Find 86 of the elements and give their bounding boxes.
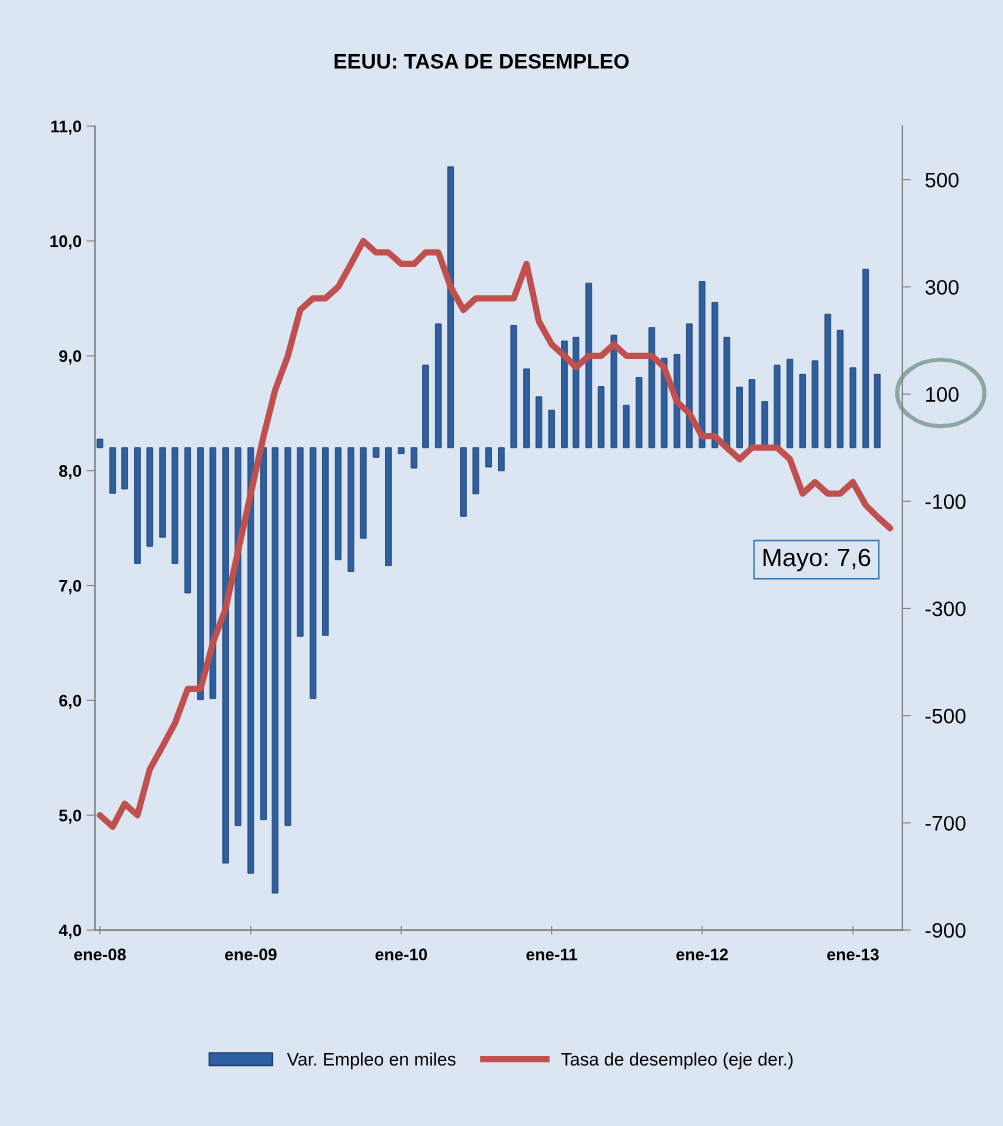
bar bbox=[748, 379, 756, 449]
annotation: Mayo: 7,6 bbox=[763, 548, 871, 572]
bar bbox=[561, 340, 568, 449]
x-tick-label: ene-10 bbox=[375, 948, 427, 961]
bar bbox=[862, 268, 870, 449]
x-tick-label: ene-13 bbox=[827, 948, 879, 961]
bar bbox=[873, 373, 881, 449]
bar bbox=[284, 447, 292, 826]
bar bbox=[359, 447, 367, 539]
bar bbox=[736, 386, 743, 449]
bar bbox=[447, 166, 454, 449]
bar bbox=[209, 447, 217, 699]
bar bbox=[799, 373, 806, 449]
x-tick-label: ene-08 bbox=[74, 948, 126, 961]
y-tick-label: 5,0 bbox=[59, 809, 82, 824]
bar bbox=[422, 364, 429, 449]
bar bbox=[197, 447, 204, 701]
y-tick-label: 10,0 bbox=[50, 235, 82, 250]
y-tick-label: 11,0 bbox=[51, 120, 82, 135]
bar bbox=[184, 447, 192, 594]
bar bbox=[410, 447, 418, 469]
bar bbox=[171, 447, 179, 564]
y2-tick-label: -100 bbox=[925, 494, 966, 510]
bar bbox=[334, 447, 342, 561]
x-tick-label: ene-12 bbox=[676, 948, 728, 961]
bar bbox=[698, 281, 706, 449]
bar bbox=[309, 447, 317, 699]
y2-tick-label: 100 bbox=[926, 387, 959, 402]
bar bbox=[222, 447, 229, 864]
bar bbox=[723, 336, 731, 449]
bar bbox=[648, 327, 656, 449]
bar bbox=[159, 447, 166, 538]
y2-tick-label: 500 bbox=[925, 172, 959, 188]
bar bbox=[146, 447, 154, 547]
bar bbox=[635, 377, 643, 449]
bar bbox=[849, 367, 857, 449]
bar bbox=[610, 334, 618, 449]
bar bbox=[535, 396, 543, 449]
y-tick-label: 9,0 bbox=[59, 350, 82, 365]
bar bbox=[811, 360, 819, 449]
bar bbox=[372, 447, 380, 458]
bar bbox=[585, 282, 593, 449]
bar bbox=[296, 447, 304, 637]
x-tick-label: ene-09 bbox=[225, 948, 277, 961]
bar bbox=[234, 447, 242, 826]
bar bbox=[786, 358, 794, 449]
bar bbox=[836, 329, 844, 449]
bar bbox=[385, 447, 392, 567]
bar bbox=[597, 386, 605, 449]
bar bbox=[322, 447, 329, 636]
bar bbox=[711, 302, 719, 449]
bar bbox=[96, 438, 104, 449]
y2-tick-label: -700 bbox=[925, 815, 966, 831]
chart-title: EEUU: TASA DE DESEMPLEO bbox=[334, 53, 629, 69]
bar bbox=[622, 404, 630, 449]
legend-label: Var. Empleo en miles bbox=[286, 1052, 456, 1070]
bar bbox=[472, 447, 480, 495]
y-tick-label: 6,0 bbox=[59, 694, 82, 709]
y-tick-label: 8,0 bbox=[59, 465, 82, 480]
bar bbox=[548, 409, 555, 449]
bar bbox=[498, 447, 505, 472]
y2-tick-label: -500 bbox=[925, 708, 966, 724]
y2-tick-label: -900 bbox=[925, 923, 966, 938]
bar bbox=[134, 447, 141, 564]
y2-tick-label: -300 bbox=[925, 601, 966, 617]
bar bbox=[523, 368, 530, 449]
bar bbox=[824, 313, 832, 449]
bar bbox=[397, 447, 405, 455]
y-tick-label: 4,0 bbox=[58, 924, 82, 939]
bar bbox=[572, 336, 580, 449]
bar bbox=[347, 447, 355, 572]
y-tick-label: 7,0 bbox=[59, 579, 82, 595]
bar bbox=[510, 325, 518, 449]
bar bbox=[109, 447, 117, 494]
legend-label: Tasa de desempleo (eje der.) bbox=[561, 1052, 793, 1070]
bar bbox=[247, 447, 255, 874]
bar bbox=[460, 447, 467, 517]
bar bbox=[773, 364, 781, 449]
bar bbox=[121, 447, 128, 490]
bar bbox=[260, 447, 267, 821]
x-tick-label: ene-11 bbox=[526, 948, 578, 961]
bar bbox=[271, 447, 279, 894]
y2-tick-label: 300 bbox=[925, 279, 959, 295]
bar bbox=[686, 323, 693, 449]
bar bbox=[435, 323, 442, 449]
bar bbox=[485, 447, 492, 468]
